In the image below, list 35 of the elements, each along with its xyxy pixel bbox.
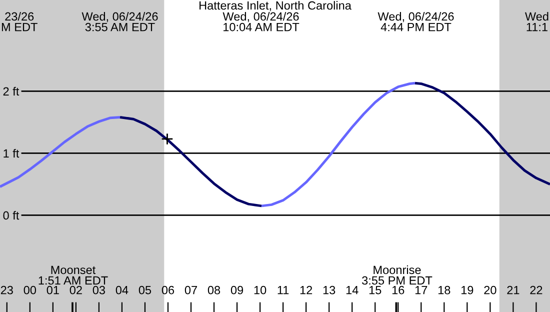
x-tick-label: 15: [369, 286, 382, 294]
x-tick-label: 19: [461, 286, 474, 294]
annotation: Moonrise 3:55 PM EDT: [362, 265, 432, 285]
x-tick-label: 16: [392, 286, 404, 294]
chart-title: Hatteras Inlet, North Carolina: [200, 1, 352, 12]
y-tick-label: 0 ft: [3, 210, 20, 220]
annotation: Wed, 06/24/26 4:44 PM EDT: [378, 12, 454, 32]
x-tick-label: 06: [162, 286, 174, 294]
x-tick-label: 01: [46, 286, 59, 294]
x-tick-label: 00: [24, 286, 36, 294]
annotation: 23/26 M EDT: [2, 12, 38, 32]
y-tick-label: 1 ft: [4, 148, 20, 158]
x-tick-label: 08: [208, 286, 220, 294]
x-tick-label: 20: [484, 286, 496, 294]
x-tick-label: 03: [92, 286, 105, 294]
x-tick-label: 17: [415, 286, 428, 294]
x-tick-label: 04: [116, 286, 128, 294]
x-tick-label: 05: [138, 286, 152, 294]
x-tick-label: 14: [346, 286, 358, 294]
annotation: Wed 11:1: [524, 12, 548, 32]
annotation: Wed, 06/24/26 10:04 AM EDT: [222, 12, 300, 32]
annotation: Moonset 1:51 AM EDT: [38, 266, 108, 285]
x-tick-label: 07: [184, 286, 197, 294]
x-tick-label: 10: [254, 286, 266, 294]
x-tick-label: 18: [438, 286, 450, 294]
x-tick-label: 09: [230, 286, 244, 294]
x-tick-label: 21: [507, 286, 520, 294]
annotation: Wed, 06/24/26 3:55 AM EDT: [82, 12, 158, 32]
x-tick-label: 13: [323, 286, 336, 294]
x-tick-label: 11: [278, 286, 289, 294]
y-tick-label: 2 ft: [3, 86, 20, 96]
x-tick-label: 22: [530, 286, 542, 294]
x-tick-label: 23: [0, 286, 13, 294]
x-tick-label: 12: [300, 286, 312, 294]
x-tick-label: 02: [70, 286, 82, 294]
